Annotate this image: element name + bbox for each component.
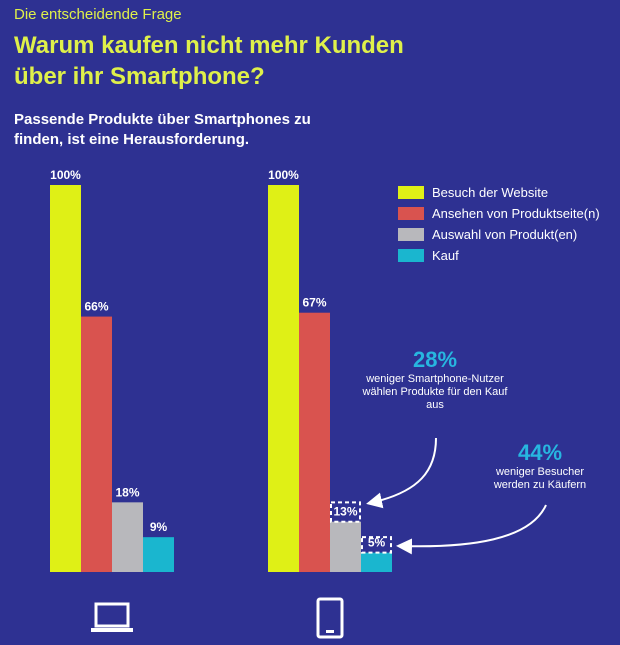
gap-outline-purchase <box>361 536 392 554</box>
bar-select-smartphone <box>330 521 361 572</box>
legend-swatch-view <box>398 207 424 220</box>
bar-visit-laptop <box>50 185 81 572</box>
data-label-purchase-smartphone: 5% <box>368 536 386 550</box>
arrow-purchase <box>396 504 547 555</box>
legend-swatch-purchase <box>398 249 424 262</box>
legend-label-purchase: Kauf <box>432 248 459 263</box>
data-label-select-laptop: 18% <box>115 485 139 499</box>
bar-visit-smartphone <box>268 185 299 572</box>
bar-view-smartphone <box>299 312 330 572</box>
legend-item-purchase: Kauf <box>398 245 600 266</box>
legend-label-select: Auswahl von Produkt(en) <box>432 227 578 242</box>
legend: Besuch der Website Ansehen von Produktse… <box>398 182 600 266</box>
bar-select-laptop <box>112 502 143 572</box>
bar-purchase-laptop <box>143 537 174 572</box>
data-label-view-smartphone: 67% <box>302 296 326 310</box>
bar-view-laptop <box>81 316 112 572</box>
callout-selection: 28% weniger Smartphone-Nutzer wählen Pro… <box>360 347 510 412</box>
data-label-visit-laptop: 100% <box>50 168 81 182</box>
chart-subtitle: Passende Produkte über Smartphones zu fi… <box>14 111 311 148</box>
arrow-selection <box>366 437 437 509</box>
callout-selection-text: weniger Smartphone-Nutzer wählen Produkt… <box>362 373 508 411</box>
bar-purchase-smartphone <box>361 552 392 572</box>
legend-swatch-visit <box>398 186 424 199</box>
smartphone-icon <box>316 597 344 639</box>
legend-label-visit: Besuch der Website <box>432 185 549 200</box>
callout-purchase: 44% weniger Besucher werden zu Käufern <box>480 440 600 492</box>
data-label-visit-smartphone: 100% <box>268 168 299 182</box>
data-label-view-laptop: 66% <box>84 300 108 314</box>
callout-purchase-value: 44% <box>517 440 563 465</box>
legend-item-visit: Besuch der Website <box>398 182 600 203</box>
laptop-icon <box>91 602 133 632</box>
gap-outline-selection <box>330 501 361 523</box>
kicker-text: Die entscheidende Frage <box>14 6 182 23</box>
legend-item-select: Auswahl von Produkt(en) <box>398 224 600 245</box>
chart-title: Warum kaufen nicht mehr Kunden über ihr … <box>14 32 404 90</box>
data-label-select-smartphone: 13% <box>333 505 357 519</box>
callout-selection-value: 28% <box>412 347 458 372</box>
legend-swatch-select <box>398 228 424 241</box>
data-label-purchase-laptop: 9% <box>150 520 168 534</box>
legend-item-view: Ansehen von Produktseite(n) <box>398 203 600 224</box>
callout-purchase-text: weniger Besucher werden zu Käufern <box>493 466 587 491</box>
legend-label-view: Ansehen von Produktseite(n) <box>432 206 600 221</box>
